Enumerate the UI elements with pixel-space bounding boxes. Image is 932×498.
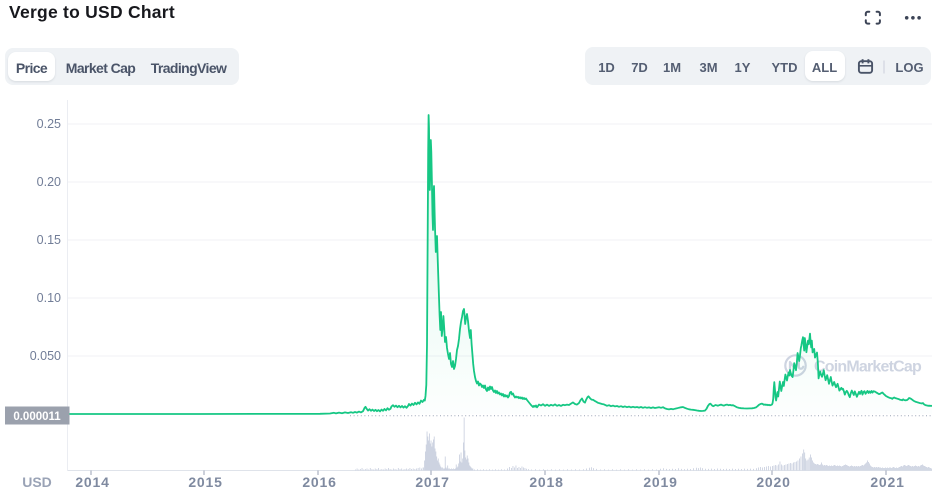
svg-text:0.25: 0.25	[37, 117, 61, 131]
svg-text:USD: USD	[22, 474, 52, 490]
svg-text:0.000011: 0.000011	[13, 411, 61, 423]
svg-text:2021: 2021	[870, 474, 904, 490]
svg-text:CoinMarketCap: CoinMarketCap	[814, 359, 922, 376]
svg-text:2015: 2015	[188, 474, 222, 490]
svg-text:2020: 2020	[756, 474, 790, 490]
svg-text:0.15: 0.15	[37, 233, 61, 247]
svg-text:0.20: 0.20	[37, 175, 61, 189]
svg-text:2014: 2014	[75, 474, 109, 490]
svg-text:2019: 2019	[643, 474, 677, 490]
svg-text:2016: 2016	[302, 474, 336, 490]
svg-text:2018: 2018	[529, 474, 563, 490]
svg-text:0.050: 0.050	[30, 349, 61, 363]
svg-text:2017: 2017	[415, 474, 449, 490]
svg-text:0.10: 0.10	[37, 291, 61, 305]
